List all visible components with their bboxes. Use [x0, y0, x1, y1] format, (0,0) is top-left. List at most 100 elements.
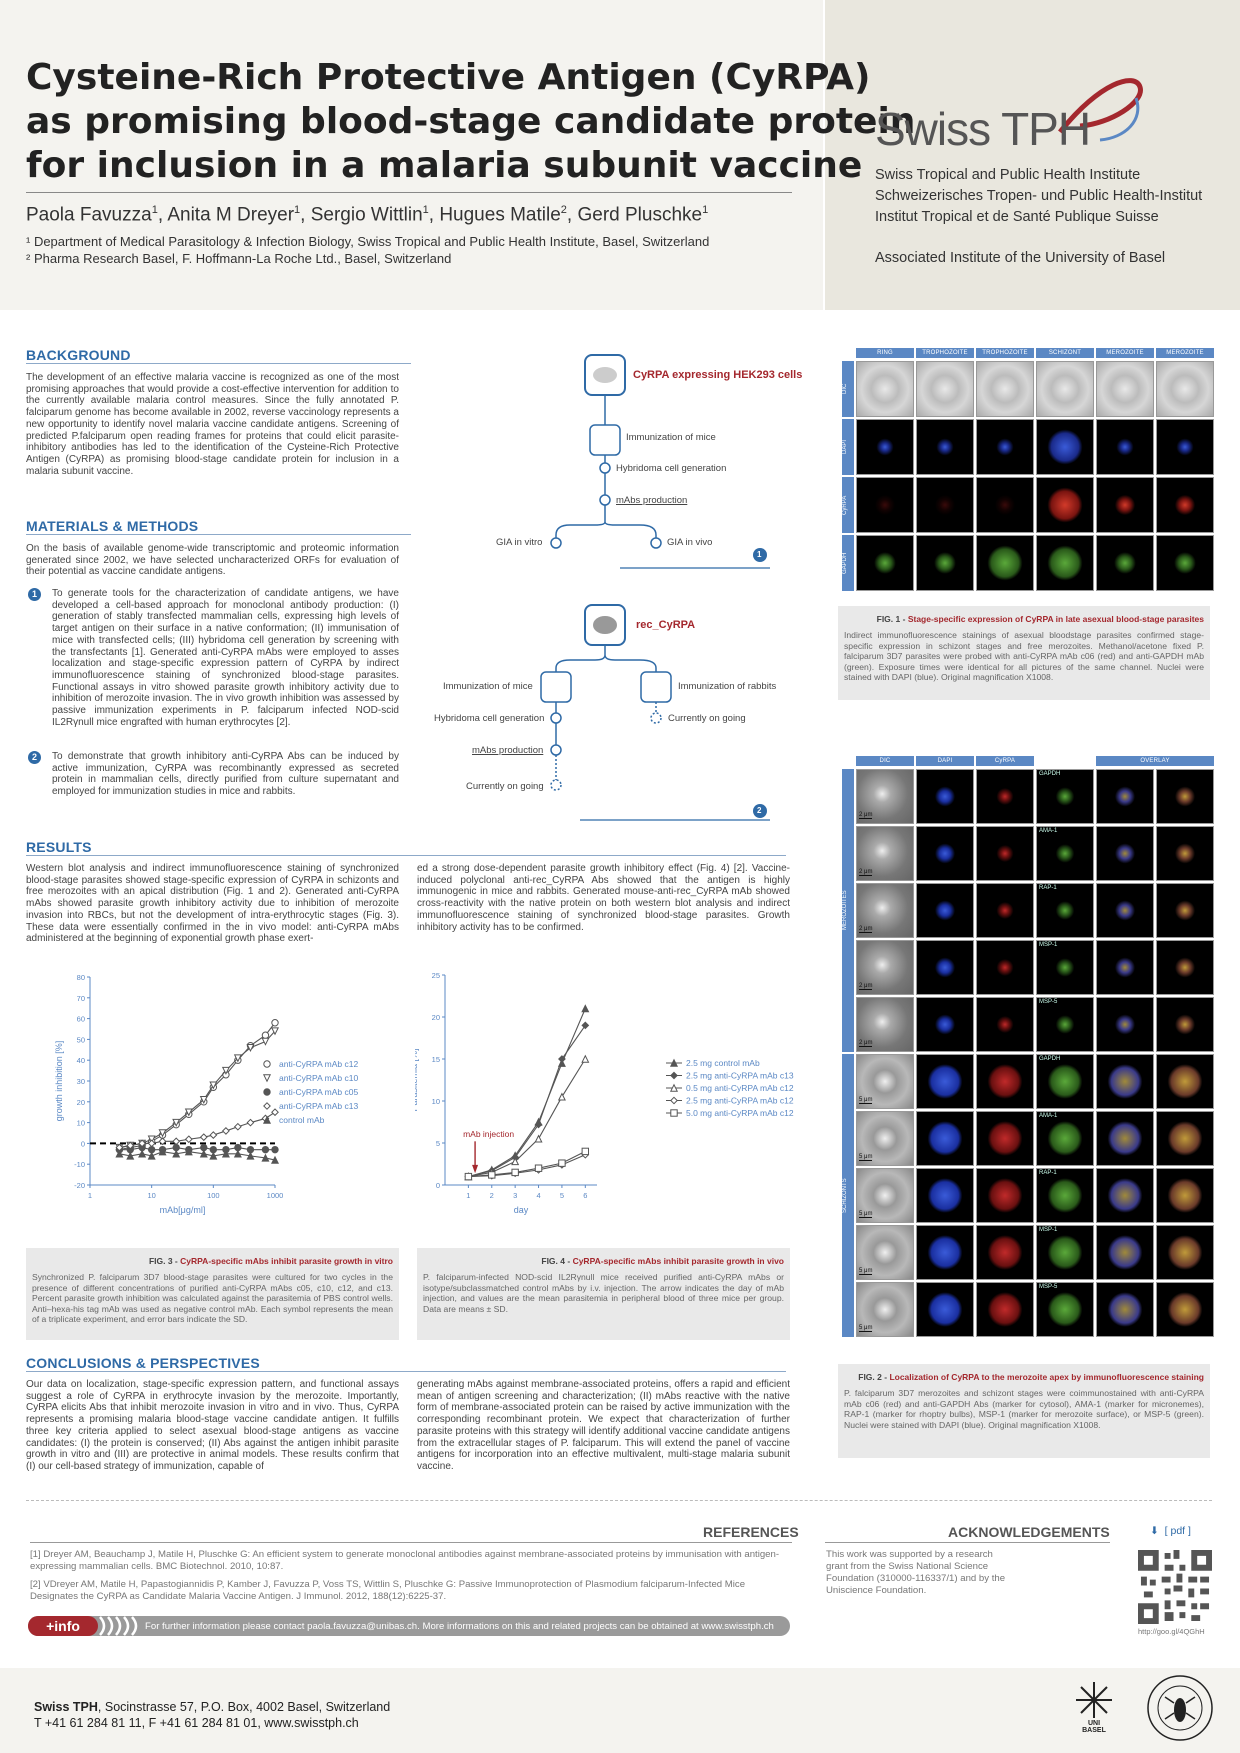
legend-label: 2.5 mg anti-CyRPA mAb c12 — [686, 1096, 794, 1106]
data-point — [488, 1171, 496, 1179]
data-point — [263, 1102, 271, 1110]
fig2-micrograph — [916, 997, 974, 1052]
fig-title: Stage-specific expression of CyRPA in la… — [907, 614, 1204, 624]
fig1-micrograph — [916, 419, 974, 475]
y-axis-label: Parasitemia [%] — [415, 1048, 419, 1111]
fig2-caption-title: FIG. 2 - Localization of CyRPA to the me… — [844, 1372, 1204, 1382]
footer-address: Swiss TPH, Socinstrasse 57, P.O. Box, 40… — [34, 1700, 390, 1714]
data-point — [126, 1151, 135, 1160]
series-4 — [115, 1147, 280, 1164]
x-axis-label: mAb[μg/ml] — [160, 1205, 206, 1215]
x-axis-label: day — [514, 1205, 529, 1215]
fig3-caption: Synchronized P. falciparum 3D7 blood-sta… — [32, 1272, 393, 1324]
fig2-micrograph — [1096, 997, 1154, 1052]
fig1-micrograph — [1096, 477, 1154, 533]
data-point — [670, 1071, 678, 1080]
y-tick-label: 60 — [77, 1015, 85, 1024]
section-rule — [26, 1371, 786, 1372]
fig2-micrograph — [916, 769, 974, 824]
x-tick-label: 100 — [207, 1191, 220, 1200]
info-badge[interactable]: +info — [28, 1616, 98, 1636]
methods-intro: On the basis of available genome-wide tr… — [26, 543, 399, 578]
acknowledgements-heading: ACKNOWLEDGEMENTS — [948, 1524, 1110, 1540]
fig2-column-header: DIC — [856, 756, 914, 766]
flow2-step: Hybridoma cell generation — [434, 713, 545, 724]
fig2-micrograph — [976, 940, 1034, 995]
data-point — [158, 1147, 167, 1156]
fig1-micrograph — [976, 477, 1034, 533]
fig2-micrograph — [856, 1282, 914, 1337]
fig2-micrograph — [976, 997, 1034, 1052]
fig2-micrograph — [1156, 1225, 1214, 1280]
data-point — [262, 1074, 272, 1083]
data-point — [464, 1172, 473, 1181]
fig1-micrograph — [1096, 361, 1154, 417]
data-point — [261, 1145, 270, 1154]
y-tick-label: 20 — [77, 1098, 85, 1107]
series-line — [468, 1008, 586, 1178]
fig2-micrograph — [1096, 1225, 1154, 1280]
series-3 — [115, 1108, 279, 1152]
flow2-step: Immunization of mice — [443, 681, 533, 692]
fig2-micrograph — [1096, 940, 1154, 995]
fig3-caption-title: FIG. 3 - CyRPA-specific mAbs inhibit par… — [32, 1256, 393, 1266]
flow1-right: GIA in vivo — [667, 537, 713, 548]
fig2-micrograph — [1096, 769, 1154, 824]
fig2-micrograph — [916, 883, 974, 938]
title-line: as promising blood-stage candidate prote… — [26, 101, 916, 142]
fig2-micrograph — [856, 940, 914, 995]
data-point — [199, 1096, 208, 1105]
y-tick-label: 30 — [77, 1077, 85, 1086]
data-point — [172, 1118, 181, 1127]
fig-title: Localization of CyRPA to the merozoite a… — [889, 1372, 1204, 1382]
header-band — [0, 0, 823, 310]
data-point — [209, 1151, 218, 1160]
fig1-micrograph — [1156, 419, 1214, 475]
qr-url[interactable]: http://goo.gl/4QGhH — [1138, 1627, 1205, 1636]
footer-org: Swiss TPH — [34, 1700, 98, 1714]
data-point — [670, 1096, 678, 1105]
data-point — [199, 1133, 208, 1142]
fig2-micrograph — [1096, 1168, 1154, 1223]
fig1-micrograph — [916, 361, 974, 417]
fig1-micrograph — [856, 419, 914, 475]
pdf-link[interactable]: ⬇ [ pdf ] — [1150, 1525, 1191, 1537]
data-point — [511, 1168, 519, 1177]
fig1-micrograph — [1096, 419, 1154, 475]
fig2-micrograph — [856, 769, 914, 824]
institute-name: Institut Tropical et de Santé Publique S… — [875, 209, 1159, 225]
info-bar — [28, 1616, 790, 1636]
fig3-caption-box: FIG. 3 - CyRPA-specific mAbs inhibit par… — [26, 1248, 399, 1340]
data-point — [233, 1149, 242, 1158]
x-tick-label: 6 — [583, 1191, 587, 1200]
fig2-micrograph — [916, 826, 974, 881]
fig2-micrograph — [1156, 826, 1214, 881]
fig2-micrograph — [1156, 769, 1214, 824]
author-aff: 1 — [294, 204, 301, 216]
data-point — [581, 1004, 590, 1013]
series-0 — [464, 1004, 590, 1181]
fig2-micrograph — [916, 1225, 974, 1280]
data-point — [261, 1037, 270, 1046]
x-tick-label: 1000 — [267, 1191, 284, 1200]
data-point — [172, 1149, 181, 1158]
title-divider — [26, 192, 792, 193]
info-chevrons-icon — [99, 1616, 138, 1636]
fig2-micrograph — [856, 826, 914, 881]
data-point — [511, 1157, 520, 1166]
flow1-step: mAbs production — [616, 495, 688, 506]
pdf-label: [ pdf ] — [1164, 1525, 1191, 1537]
y-tick-label: 0 — [81, 1139, 85, 1148]
series-line — [468, 1058, 586, 1178]
flow2-badge: 2 — [757, 806, 762, 815]
fig4-caption: P. falciparum-infected NOD-scid IL2Rγnul… — [423, 1272, 784, 1314]
y-tick-label: 50 — [77, 1035, 85, 1044]
fig2-micrograph — [1096, 1282, 1154, 1337]
y-axis-label: growth inhibition [%] — [54, 1041, 64, 1122]
series-line — [468, 1154, 586, 1178]
author: Gerd Pluschke — [577, 204, 703, 226]
data-point — [263, 1060, 271, 1068]
methods-item-2: To demonstrate that growth inhibitory an… — [52, 751, 399, 798]
flow1-left: GIA in vitro — [496, 537, 543, 548]
fig2-micrograph — [856, 997, 914, 1052]
